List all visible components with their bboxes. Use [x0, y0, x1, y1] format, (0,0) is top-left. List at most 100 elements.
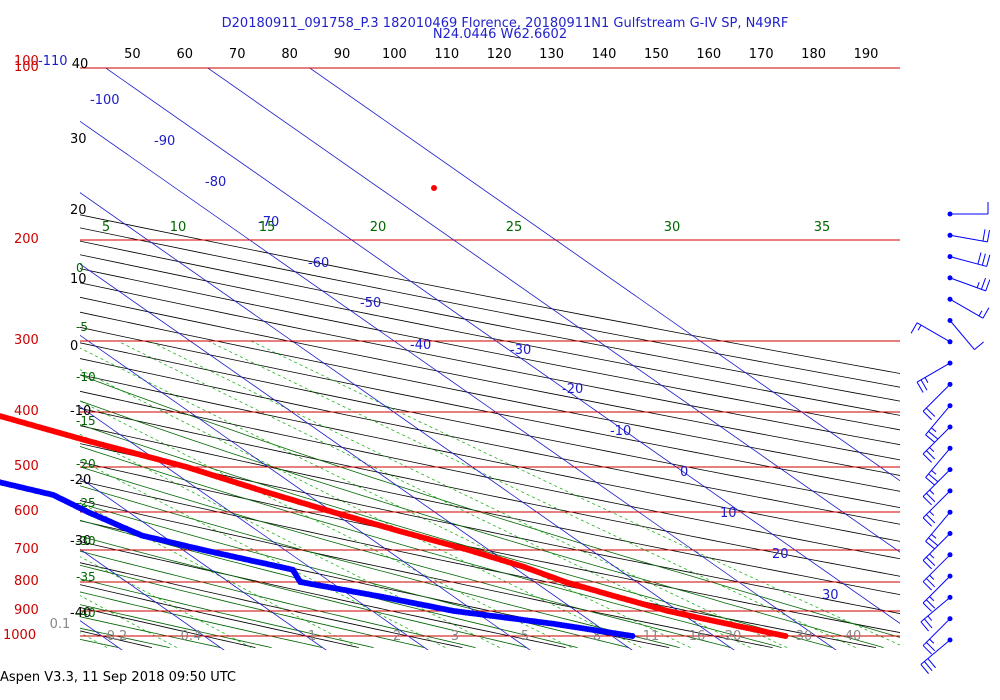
isotherm: [80, 120, 837, 650]
mixing-ratio-label: 0.2: [107, 629, 128, 644]
wind-barb-flag: [922, 496, 932, 506]
wind-barb-flag: [925, 540, 936, 550]
isotherm-label: -80: [205, 175, 226, 190]
wind-barb-flag: [981, 253, 986, 266]
dry-adiabat: [80, 500, 773, 648]
theta-label-top: 130: [539, 47, 564, 62]
wind-barb-flag: [917, 324, 922, 331]
wind-barb-staff: [920, 639, 951, 665]
mixing-ratio-line: [250, 340, 900, 646]
theta-e-label-left: -20: [76, 457, 96, 471]
dry-adiabat: [80, 541, 566, 648]
wind-barb-staff: [925, 511, 951, 542]
mixing-ratio-line: [80, 347, 691, 648]
wind-barb-staff: [925, 447, 951, 478]
isotherm-label: -30: [510, 343, 531, 358]
dry-adiabat: [80, 214, 900, 374]
theta-e-label: 25: [506, 220, 523, 235]
theta-label-top: 40: [72, 57, 89, 72]
wind-barb-flag: [982, 307, 990, 319]
isotherm-label-top: -110: [38, 54, 68, 69]
theta-e-label: 35: [814, 220, 831, 235]
pressure-label: 1000: [3, 628, 36, 643]
wind-barb-flag: [927, 615, 933, 621]
dry-adiabat: [80, 607, 256, 648]
theta-e-label-left: -35: [76, 570, 96, 584]
theta-label-left: -30: [70, 534, 91, 549]
wind-barb-flag: [986, 229, 990, 242]
wind-barb-flag: [976, 281, 980, 288]
dry-adiabat: [80, 407, 900, 577]
wind-barb-staff: [922, 490, 951, 519]
isotherm: [80, 263, 633, 650]
wind-barb-flag: [931, 470, 937, 475]
wind-barb-flag: [928, 430, 939, 440]
sounding-location: N24.0446 W62.6602: [432, 27, 568, 42]
wind-barb-flag: [920, 664, 929, 674]
pressure-label-top: 100: [14, 54, 39, 69]
wind-barb-flag: [928, 473, 939, 483]
mixing-ratio-label: 3: [451, 629, 459, 644]
theta-e-label-left: -5: [76, 320, 88, 334]
wind-barb-flag: [922, 517, 932, 527]
mixing-ratio-label: 8: [593, 629, 601, 644]
wind-barb-flag: [910, 322, 918, 334]
footer-version: Aspen V3.3, 11 Sep 2018 09:50 UTC: [0, 670, 237, 685]
theta-e-label: 5: [102, 220, 110, 235]
wind-barb-flag: [929, 489, 935, 495]
theta-label-left: -20: [70, 473, 91, 488]
isotherm-label: 10: [720, 506, 737, 521]
theta-e-label-left: -15: [76, 414, 96, 428]
isotherm: [80, 334, 531, 650]
theta-e-label-left: -30: [76, 534, 96, 548]
dry-adiabat: [80, 254, 900, 416]
mixing-ratio-line: [80, 459, 446, 648]
dry-adiabat: [80, 282, 900, 446]
pressure-label: 900: [14, 603, 39, 618]
wind-barb-staff: [949, 277, 986, 292]
wind-barb-flag: [922, 453, 932, 463]
wind-barb-flag: [929, 553, 935, 559]
mixing-ratio-label: 20: [725, 629, 742, 644]
theta-e-label: 30: [664, 220, 681, 235]
pressure-label: 200: [14, 232, 39, 247]
wind-barb-flag: [924, 377, 929, 383]
wind-barb-flag: [920, 379, 928, 391]
isotherm-label: -10: [610, 424, 631, 439]
mixing-ratio-label: 11: [643, 629, 660, 644]
wind-barb-flag: [931, 533, 937, 539]
grid-layer: [0, 60, 900, 660]
mixing-ratio-label: 0.1: [50, 617, 71, 632]
theta-label-top: 190: [854, 47, 879, 62]
wind-barb-flag: [926, 450, 936, 460]
theta-label-top: 100: [382, 47, 407, 62]
isotherm-label: -70: [258, 215, 279, 230]
pressure-label: 800: [14, 574, 39, 589]
isotherm: [207, 68, 900, 553]
pressure-label: 400: [14, 404, 39, 419]
dry-adiabat: [80, 390, 900, 560]
mixing-ratio-label: 5: [521, 629, 529, 644]
wind-barb-flag: [926, 578, 936, 588]
dry-adiabat: [80, 425, 900, 596]
theta-label-top: 120: [487, 47, 512, 62]
isotherm-label: -60: [308, 256, 329, 271]
wind-barb-staff: [916, 322, 951, 343]
isotherm-label: 30: [822, 588, 839, 603]
wind-barb-flag: [926, 556, 936, 566]
theta-label-left: -10: [70, 404, 91, 419]
isotherm-label: -40: [410, 338, 431, 353]
mixing-ratio-label: 40: [845, 629, 862, 644]
temperature-trace: [0, 413, 789, 639]
temperature-point: [431, 185, 437, 191]
mixing-ratio-label: 16: [689, 629, 706, 644]
wind-barb-staff: [922, 426, 951, 455]
theta-label-top: 70: [229, 47, 246, 62]
theta-label-left: 0: [70, 339, 78, 354]
wind-barb-flag: [929, 574, 935, 580]
wind-barb-staff: [922, 554, 951, 583]
wind-barb-flag: [922, 602, 932, 612]
isotherm: [0, 60, 34, 660]
theta-e-label-left: -40: [76, 606, 96, 620]
